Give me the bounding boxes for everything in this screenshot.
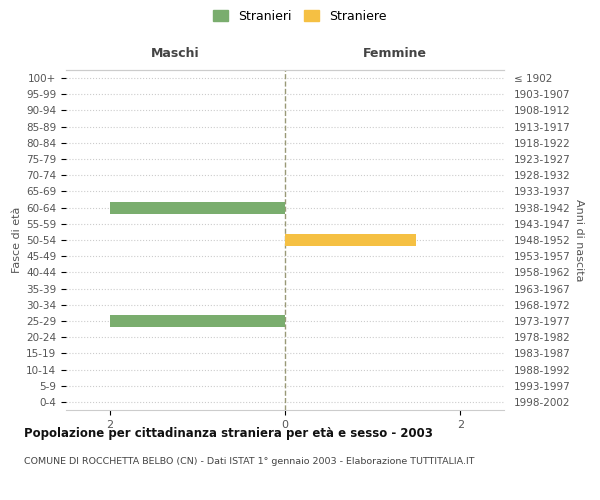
Y-axis label: Anni di nascita: Anni di nascita [574, 198, 584, 281]
Legend: Stranieri, Straniere: Stranieri, Straniere [209, 6, 391, 26]
Text: COMUNE DI ROCCHETTA BELBO (CN) - Dati ISTAT 1° gennaio 2003 - Elaborazione TUTTI: COMUNE DI ROCCHETTA BELBO (CN) - Dati IS… [24, 458, 475, 466]
Text: Popolazione per cittadinanza straniera per età e sesso - 2003: Popolazione per cittadinanza straniera p… [24, 428, 433, 440]
Bar [110, 315, 285, 327]
Bar [110, 202, 285, 213]
Bar [285, 234, 416, 246]
Y-axis label: Fasce di età: Fasce di età [12, 207, 22, 273]
